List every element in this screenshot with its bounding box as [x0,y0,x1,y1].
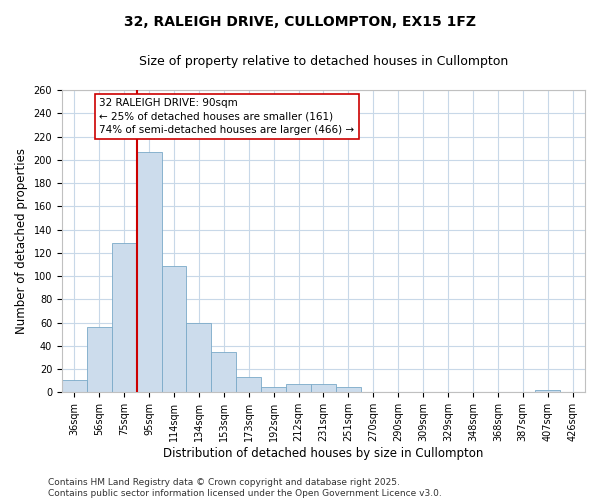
Bar [62,380,87,392]
Y-axis label: Number of detached properties: Number of detached properties [15,148,28,334]
Title: Size of property relative to detached houses in Cullompton: Size of property relative to detached ho… [139,55,508,68]
Text: 32, RALEIGH DRIVE, CULLOMPTON, EX15 1FZ: 32, RALEIGH DRIVE, CULLOMPTON, EX15 1FZ [124,15,476,29]
Bar [311,384,336,392]
Bar [535,390,560,392]
Text: Contains HM Land Registry data © Crown copyright and database right 2025.
Contai: Contains HM Land Registry data © Crown c… [48,478,442,498]
X-axis label: Distribution of detached houses by size in Cullompton: Distribution of detached houses by size … [163,447,484,460]
Bar [161,266,187,392]
Bar [286,384,311,392]
Bar [211,352,236,393]
Bar [87,327,112,392]
Bar [112,244,137,392]
Bar [336,386,361,392]
Bar [261,386,286,392]
Bar [137,152,161,392]
Bar [187,322,211,392]
Text: 32 RALEIGH DRIVE: 90sqm
← 25% of detached houses are smaller (161)
74% of semi-d: 32 RALEIGH DRIVE: 90sqm ← 25% of detache… [99,98,355,134]
Bar [236,377,261,392]
